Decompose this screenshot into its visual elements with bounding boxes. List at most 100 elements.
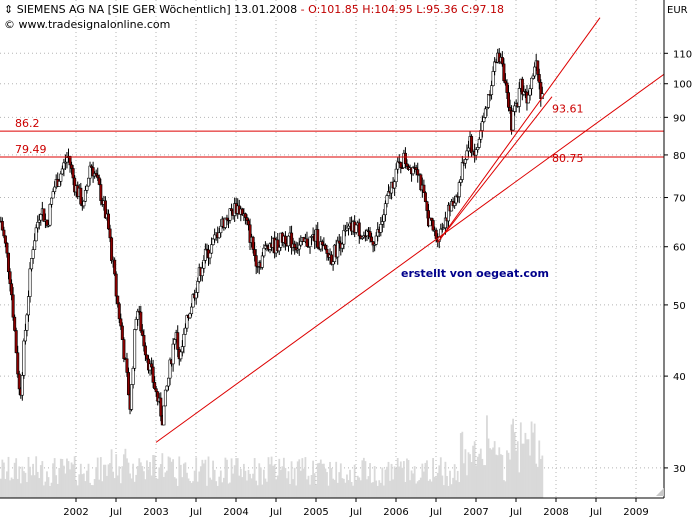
volume-bar bbox=[413, 466, 416, 498]
volume-bar bbox=[9, 480, 11, 498]
volume-bar bbox=[106, 475, 108, 498]
volume-bar bbox=[536, 466, 539, 498]
volume-bar bbox=[261, 484, 264, 498]
volume-bar bbox=[313, 473, 316, 498]
collapse-icon[interactable]: ⇕ bbox=[4, 3, 14, 16]
candle-body bbox=[506, 92, 510, 108]
volume-bar bbox=[199, 466, 202, 498]
candle-body bbox=[180, 346, 184, 353]
volume-bar bbox=[39, 465, 42, 498]
volume-bar bbox=[167, 456, 170, 498]
horizontal-level-label: 79.49 bbox=[15, 143, 47, 156]
candle-body bbox=[517, 88, 521, 107]
candle-body bbox=[354, 224, 358, 233]
volume-bar bbox=[89, 482, 91, 498]
candle-body bbox=[79, 187, 83, 205]
candle-body bbox=[453, 202, 457, 206]
candle-body bbox=[153, 382, 157, 390]
volume-bar bbox=[233, 465, 236, 498]
volume-bar bbox=[141, 466, 144, 498]
candle-body bbox=[331, 261, 335, 265]
x-tick-label: 2007 bbox=[463, 507, 488, 518]
volume-bar bbox=[19, 483, 22, 498]
volume-bar bbox=[469, 454, 471, 498]
volume-bar bbox=[338, 472, 341, 498]
volume-bar bbox=[119, 483, 122, 498]
volume-bar bbox=[392, 479, 395, 498]
volume-bar bbox=[239, 468, 242, 498]
x-tick-label: Jul bbox=[429, 507, 442, 518]
volume-bar bbox=[293, 467, 296, 498]
candle-body bbox=[357, 222, 361, 237]
y-tick-label: 40 bbox=[673, 372, 686, 383]
volume-bar bbox=[232, 473, 235, 498]
volume-bar bbox=[176, 485, 179, 498]
volume-bar bbox=[510, 424, 513, 498]
volume-bar bbox=[515, 450, 518, 498]
x-tick-label: 2002 bbox=[63, 507, 88, 518]
volume-bar bbox=[518, 472, 521, 498]
volume-bar bbox=[412, 473, 415, 498]
volume-bar bbox=[79, 463, 82, 498]
volume-bar bbox=[442, 485, 445, 498]
candle-body bbox=[459, 179, 463, 183]
volume-bar bbox=[55, 475, 58, 498]
volume-bar bbox=[107, 464, 110, 498]
candle-body bbox=[62, 162, 66, 170]
volume-bar bbox=[27, 456, 30, 498]
volume-bar bbox=[529, 455, 531, 498]
volume-bar bbox=[206, 485, 208, 498]
volume-bar bbox=[490, 449, 493, 498]
candle-body bbox=[117, 303, 121, 320]
volume-bar bbox=[47, 477, 50, 498]
volume-bar bbox=[58, 467, 61, 498]
candle-body bbox=[113, 259, 117, 275]
candle-body bbox=[210, 244, 214, 254]
volume-bar bbox=[441, 475, 444, 498]
candle-body bbox=[13, 316, 17, 331]
volume-bar bbox=[292, 479, 295, 498]
trendline-label: 80.75 bbox=[552, 152, 584, 165]
volume-bar bbox=[249, 473, 251, 498]
volume-bar bbox=[287, 471, 290, 498]
volume-bar bbox=[339, 463, 342, 498]
candle-body bbox=[6, 252, 10, 273]
volume-bar bbox=[301, 458, 304, 498]
volume-bar bbox=[253, 458, 256, 498]
candle-body bbox=[20, 375, 24, 396]
resize-grip-icon[interactable] bbox=[656, 488, 664, 496]
volume-bar bbox=[259, 467, 262, 498]
volume-bar bbox=[150, 475, 153, 498]
volume-bar bbox=[15, 458, 18, 498]
volume-bar bbox=[104, 464, 107, 498]
x-tick-label: Jul bbox=[509, 507, 522, 518]
volume-bar bbox=[502, 480, 505, 498]
trendline bbox=[437, 17, 601, 243]
y-tick-label: 100 bbox=[673, 80, 692, 91]
volume-bar bbox=[135, 474, 138, 498]
volume-bar bbox=[376, 485, 379, 498]
volume-bar bbox=[255, 480, 258, 498]
volume-bar bbox=[219, 470, 222, 498]
volume-bar bbox=[315, 485, 318, 498]
volume-bar bbox=[35, 456, 38, 498]
y-tick-label: 50 bbox=[673, 301, 686, 312]
copyright-text: © www.tradesignalonline.com bbox=[4, 18, 171, 31]
volume-bar bbox=[127, 462, 130, 498]
candle-body bbox=[106, 213, 110, 230]
candle-body bbox=[82, 200, 86, 207]
chart-header: ⇕ SIEMENS AG NA [SIE GER Wöchentlich] 13… bbox=[4, 3, 504, 16]
x-tick-label: 2004 bbox=[223, 507, 248, 518]
volume-bar bbox=[459, 433, 462, 498]
volume-bar bbox=[258, 463, 261, 498]
volume-bar bbox=[296, 461, 299, 498]
candle-body bbox=[486, 94, 490, 108]
volume-bar bbox=[281, 466, 284, 498]
volume-bar bbox=[109, 463, 111, 498]
candle-body bbox=[173, 339, 177, 345]
candle-body bbox=[493, 61, 497, 72]
volume-bar bbox=[307, 475, 310, 498]
candle-body bbox=[370, 236, 374, 242]
volume-bar bbox=[142, 471, 145, 498]
